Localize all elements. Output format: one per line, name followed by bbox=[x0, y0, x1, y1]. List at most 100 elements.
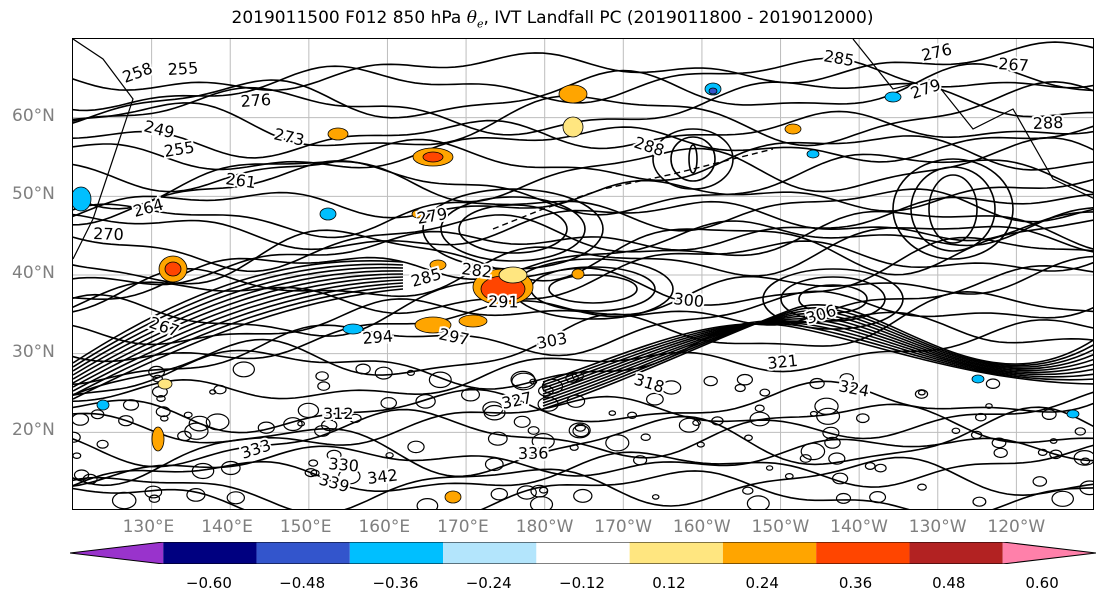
colorbar-segment bbox=[256, 542, 350, 564]
colorbar-tick-label: 0.48 bbox=[932, 574, 966, 592]
theta-e-contour-line bbox=[73, 273, 404, 380]
theta-e-contour-line bbox=[542, 306, 1093, 407]
theta-e-contour-loop bbox=[191, 462, 215, 480]
contour-label: 279 bbox=[415, 204, 448, 228]
theta-e-contour-loop bbox=[385, 452, 394, 459]
ivt-pc-positive-area bbox=[429, 259, 447, 271]
latitude-label: 40°N bbox=[12, 263, 55, 283]
ivt-pc-negative-area bbox=[342, 323, 364, 335]
theta-e-contour-loop bbox=[784, 473, 794, 480]
theta-e-contour-loop bbox=[759, 388, 771, 397]
theta-e-contour-loop bbox=[152, 374, 163, 383]
contour-label: 342 bbox=[366, 465, 399, 488]
map-panel: 258 255 249 255 261 264 270 267 276 273 279 282 285 2… bbox=[72, 38, 1094, 510]
theta-e-contour-loop bbox=[1080, 457, 1091, 465]
theta-e-contour-loop bbox=[1051, 490, 1074, 507]
theta-e-contour-line bbox=[73, 406, 1093, 487]
contour-label: 249 bbox=[142, 116, 176, 142]
theta-e-contour-loop bbox=[510, 370, 536, 389]
contour-label: 291 bbox=[488, 292, 519, 312]
theta-e-contour-line bbox=[73, 200, 1093, 251]
colorbar-tick-label: −0.12 bbox=[559, 574, 605, 592]
colorbar-segment bbox=[536, 542, 630, 564]
theta-e-contour-line bbox=[73, 279, 404, 388]
ivt-pc-positive-area bbox=[422, 151, 444, 163]
longitude-label: 140°E bbox=[201, 517, 253, 537]
theta-e-contour-loop bbox=[754, 404, 765, 413]
theta-e-contour-loop bbox=[73, 452, 82, 459]
theta-e-contour-loop bbox=[348, 413, 362, 424]
theta-e-contour-loop bbox=[892, 158, 1014, 260]
theta-e-contour-line bbox=[73, 259, 404, 364]
theta-e-contour-loop bbox=[416, 498, 439, 509]
ivt-pc-positive-area bbox=[458, 314, 488, 328]
ivt-pc-negative-area bbox=[806, 149, 820, 159]
theta-e-contour-loop bbox=[993, 447, 1008, 459]
theta-e-contour-loop bbox=[928, 174, 978, 244]
theta-e-contour-line bbox=[73, 270, 404, 376]
theta-e-contour-loop bbox=[711, 416, 724, 426]
theta-e-contour-loop bbox=[970, 430, 983, 440]
contour-label: 300 bbox=[673, 289, 705, 311]
theta-e-contour-line bbox=[73, 125, 1093, 171]
theta-e-contour-loop bbox=[257, 421, 275, 434]
theta-e-contour-loop bbox=[156, 395, 166, 403]
theta-e-contour-loop bbox=[539, 486, 549, 494]
theta-e-contour-loop bbox=[632, 455, 648, 466]
theta-e-contour-loop bbox=[696, 441, 705, 448]
contour-label: 303 bbox=[535, 328, 569, 352]
ivt-pc-positive-area bbox=[562, 116, 584, 138]
theta-e-contour-loop bbox=[831, 472, 849, 485]
contour-label: 294 bbox=[362, 326, 394, 348]
latitude-label: 50°N bbox=[12, 184, 55, 205]
ivt-pc-positive-area bbox=[414, 316, 452, 334]
theta-e-contour-loop bbox=[90, 409, 105, 420]
theta-e-contour-loop bbox=[326, 449, 342, 461]
theta-e-contour-loop bbox=[822, 426, 840, 440]
ivt-pc-negative-area bbox=[96, 399, 110, 411]
colorbar-tick-label: −0.36 bbox=[372, 574, 419, 592]
theta-e-contour-loop bbox=[800, 442, 826, 461]
coastline bbox=[492, 148, 774, 230]
theta-e-contour-loop bbox=[746, 495, 770, 509]
theta-e-contour-loop bbox=[780, 276, 886, 322]
longitude-label: 140°W bbox=[830, 517, 888, 537]
theta-e-contour-loop bbox=[82, 473, 98, 485]
theta-e-contour-loop bbox=[490, 487, 508, 501]
colorbar-segment bbox=[163, 542, 257, 564]
theta-e-contour-loop bbox=[1032, 476, 1048, 487]
contour-label: 276 bbox=[920, 40, 954, 65]
latitude-label: 30°N bbox=[12, 341, 55, 362]
contour-label: 336 bbox=[518, 443, 549, 463]
theta-e-contour-loop bbox=[573, 488, 593, 503]
ivt-pc-shading bbox=[73, 82, 1080, 504]
theta-e-contour-loop bbox=[96, 439, 109, 449]
theta-e-contour-loop bbox=[321, 419, 338, 432]
theta-e-contours bbox=[73, 39, 1093, 509]
theta-e-contour-loop bbox=[799, 454, 812, 463]
theta-e-contour-loop bbox=[972, 496, 987, 507]
theta-e-contour-loop bbox=[487, 431, 508, 446]
contour-label: 267 bbox=[998, 54, 1030, 75]
theta-e-contour-loop bbox=[188, 415, 211, 432]
longitude-label: 130°E bbox=[122, 517, 175, 537]
map-canvas: 258 2552492552612642702672762732792822852… bbox=[73, 39, 1093, 509]
colorbar-segment bbox=[1002, 542, 1096, 564]
colorbar-segment bbox=[816, 542, 910, 564]
theta-e-contour-loop bbox=[869, 491, 887, 504]
ivt-pc-positive-area bbox=[151, 426, 165, 452]
theta-e-contour-loop bbox=[1073, 450, 1093, 466]
ivt-pc-positive-area bbox=[164, 261, 182, 277]
longitude-label: 160°E bbox=[358, 517, 411, 537]
ivt-pc-positive-area bbox=[571, 268, 585, 280]
theta-e-contour-loop bbox=[415, 394, 436, 409]
theta-e-contour-loop bbox=[186, 488, 206, 502]
theta-e-contour-loop bbox=[380, 397, 397, 410]
theta-e-contour-loop bbox=[839, 373, 855, 384]
theta-e-contour-line bbox=[542, 315, 1093, 398]
contour-label: 282 bbox=[461, 259, 494, 282]
theta-e-contour-loop bbox=[762, 268, 904, 330]
theta-e-contour-loop bbox=[1049, 438, 1058, 444]
theta-e-contour-loop bbox=[985, 403, 993, 409]
theta-e-contour-loop bbox=[177, 430, 192, 442]
